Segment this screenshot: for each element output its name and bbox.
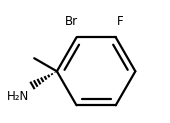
Text: H₂N: H₂N [7, 90, 30, 103]
Text: F: F [117, 15, 124, 28]
Text: Br: Br [65, 15, 79, 28]
